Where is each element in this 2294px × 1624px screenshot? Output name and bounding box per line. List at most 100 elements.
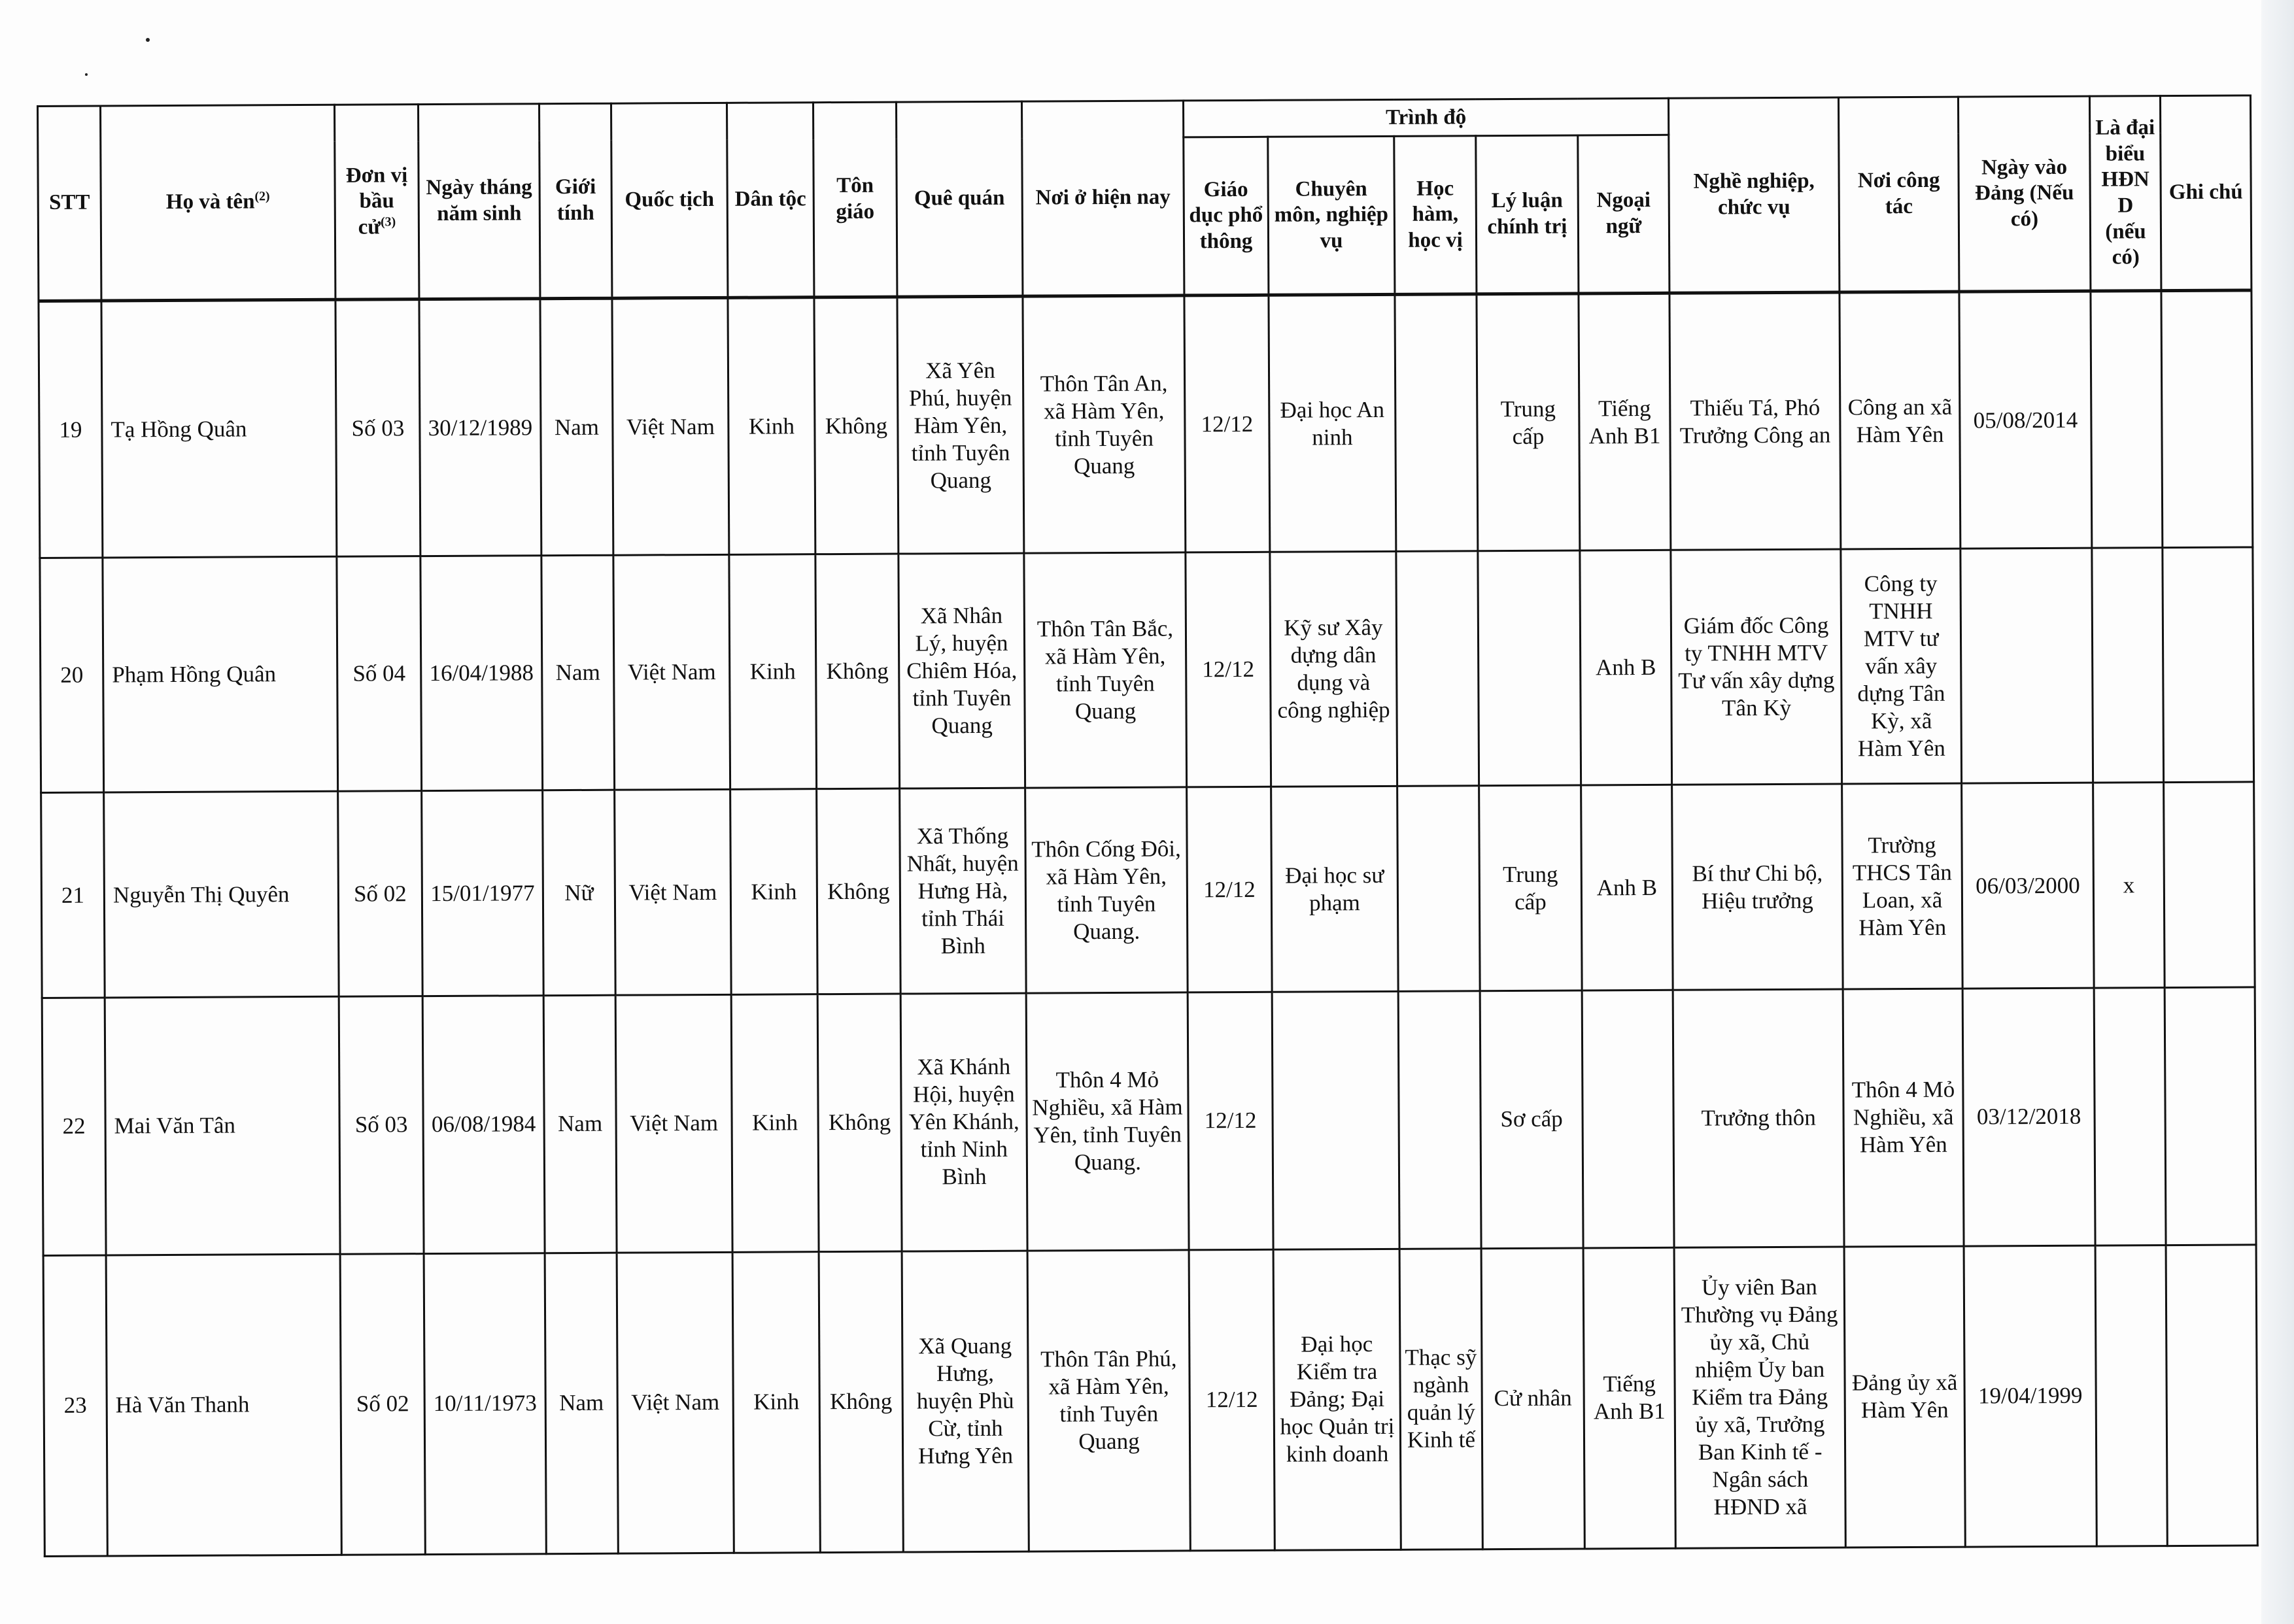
cell-occupation: Giám đốc Công ty TNHH MTV Tư vấn xây dựn… [1670,549,1842,785]
table-row: 20 Phạm Hồng Quân Số 04 16/04/1988 Nam Việt N… [39,547,2254,793]
cell-workplace: Đảng ủy xã Hàm Yên [1844,1245,1966,1548]
scan-speck [146,38,150,42]
cell-name: Phạm Hồng Quân [102,556,338,793]
col-ethnicity: Dân tộc [727,102,814,298]
cell-degree [1394,294,1478,552]
cell-politics: Trung cấp [1479,785,1583,992]
cell-note [2165,987,2257,1245]
cell-hometown: Xã Quang Hưng, huyện Phù Cừ, tỉnh Hưng Y… [902,1250,1029,1553]
cell-delegate [2094,987,2166,1245]
cell-residence: Thôn 4 Mỏ Nghiều, xã Hàm Yên, tỉnh Tuyên… [1026,992,1190,1251]
cell-unit: Số 03 [339,996,424,1254]
cell-nationality: Việt Nam [617,1251,734,1554]
cell-degree: Thạc sỹ ngành quản lý Kinh tế [1399,1248,1483,1550]
cell-nationality: Việt Nam [614,789,732,996]
cell-ethnicity: Kinh [732,1251,821,1553]
cell-dob: 30/12/1989 [419,298,541,556]
col-nationality: Quốc tịch [611,103,728,299]
cell-hometown: Xã Yên Phú, huyện Hàm Yên, tỉnh Tuyên Qu… [897,296,1024,554]
cell-gender: Nữ [542,790,616,996]
cell-general-edu: 12/12 [1184,295,1270,553]
cell-unit: Số 02 [340,1253,426,1555]
col-note: Ghi chú [2160,95,2251,291]
cell-politics [1477,550,1581,787]
col-workplace: Nơi công tác [1838,97,1959,293]
cell-politics: Cử nhân [1481,1247,1585,1549]
cell-religion: Không [819,1251,904,1553]
cell-hometown: Xã Thống Nhất, huyện Hưng Hà, tỉnh Thái … [899,788,1027,994]
col-degree: Học hàm, học vị [1394,135,1477,295]
cell-delegate [2091,547,2164,783]
cell-note [2162,547,2254,783]
col-unit-label: Đơn vị bầu cử [345,163,408,239]
cell-language: Tiếng Anh B1 [1583,1247,1676,1549]
col-party-date: Ngày vào Đảng (Nếu có) [1958,96,2091,292]
cell-unit: Số 02 [337,790,423,997]
cell-occupation: Thiếu Tá, Phó Trưởng Công an [1669,292,1841,550]
cell-delegate [2095,1245,2168,1547]
col-religion: Tôn giáo [813,102,897,297]
col-politics: Lý luận chính trị [1475,135,1579,294]
cell-degree [1397,786,1481,992]
cell-stt: 19 [38,301,103,558]
scan-edge-shadow [2261,0,2294,1624]
cell-religion: Không [815,554,900,790]
cell-religion: Không [817,994,902,1252]
cell-politics: Trung cấp [1476,293,1580,551]
cell-occupation: Bí thư Chi bộ, Hiệu trưởng [1671,784,1843,990]
cell-language: Anh B [1581,785,1673,991]
col-stt: STT [37,106,101,301]
cell-dob: 06/08/1984 [422,996,545,1254]
table-header: STT Họ và tên(2) Đơn vị bầu cử(3) Ngày t… [37,95,2251,301]
cell-name: Mai Văn Tân [105,996,341,1255]
cell-stt: 23 [43,1255,108,1557]
cell-hometown: Xã Nhân Lý, huyện Chiêm Hóa, tỉnh Tuyên … [898,553,1025,789]
cell-ethnicity: Kinh [728,554,817,790]
cell-religion: Không [813,297,899,554]
scan-speck [85,73,88,76]
candidate-table: STT Họ và tên(2) Đơn vị bầu cử(3) Ngày t… [37,94,2259,1557]
col-unit: Đơn vị bầu cử(3) [334,104,419,300]
cell-nationality: Việt Nam [615,994,733,1253]
cell-delegate [2090,290,2163,549]
table-body: 19 Tạ Hồng Quân Số 03 30/12/1989 Nam Việt Nam… [38,290,2258,1557]
cell-party-date [1960,548,2093,784]
cell-unit: Số 03 [335,299,420,557]
cell-name: Nguyễn Thị Quyên [103,791,339,998]
cell-party-date: 06/03/2000 [1961,783,2095,989]
cell-workplace: Công an xã Hàm Yên [1839,292,1960,550]
table-row: 21 Nguyễn Thị Quyên Số 02 15/01/1977 Nữ Việt … [41,782,2255,998]
cell-language [1582,990,1675,1248]
cell-general-edu: 12/12 [1188,992,1274,1250]
cell-residence: Thôn Tân Phú, xã Hàm Yên, tỉnh Tuyên Qua… [1027,1249,1191,1552]
cell-occupation: Ủy viên Ban Thường vụ Đảng ủy xã, Chủ nh… [1674,1246,1846,1549]
col-name-label: Họ và tên [165,190,255,214]
cell-specialty: Kỹ sư Xây dựng dân dụng và công nghiệp [1269,551,1397,787]
cell-ethnicity: Kinh [727,297,815,555]
col-delegate: Là đại biểu HĐND (nếu có) [2089,95,2161,292]
cell-party-date: 03/12/2018 [1962,988,2096,1246]
footnote-ref: (3) [381,214,396,229]
table-row: 22 Mai Văn Tân Số 03 06/08/1984 Nam Việt Nam K… [42,987,2257,1255]
cell-gender: Nam [541,555,615,791]
cell-party-date: 05/08/2014 [1959,291,2092,549]
cell-party-date: 19/04/1999 [1964,1245,2097,1548]
cell-general-edu: 12/12 [1186,787,1273,993]
cell-religion: Không [816,788,901,994]
cell-name: Tạ Hồng Quân [101,299,337,558]
col-gender: Giới tính [539,103,612,299]
cell-workplace: Công ty TNHH MTV tư vấn xây dựng Tân Kỳ,… [1840,549,1962,785]
cell-dob: 16/04/1988 [420,555,543,791]
col-group-education: Trình độ [1183,98,1669,137]
cell-ethnicity: Kinh [730,789,818,995]
cell-dob: 10/11/1973 [424,1253,547,1555]
cell-delegate: x [2093,782,2165,989]
col-specialty: Chuyên môn, nghiệp vụ [1267,136,1395,296]
col-hometown: Quê quán [896,101,1023,297]
cell-note [2163,782,2255,988]
cell-workplace: Thôn 4 Mỏ Nghiều, xã Hàm Yên [1843,989,1964,1247]
col-residence: Nơi ở hiện nay [1021,100,1184,297]
cell-residence: Thôn Tân Bắc, xã Hàm Yên, tỉnh Tuyên Qua… [1023,552,1187,788]
cell-gender: Nam [539,298,613,556]
